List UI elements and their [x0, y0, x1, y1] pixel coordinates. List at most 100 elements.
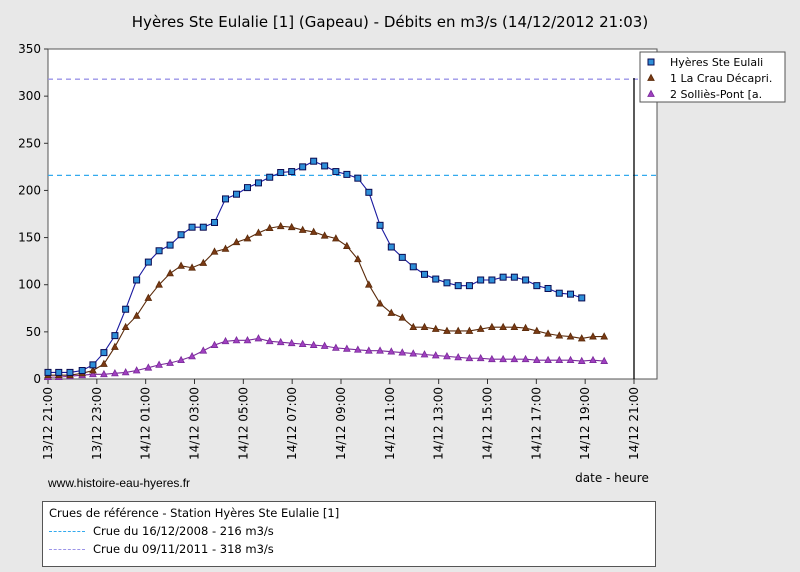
data-point [454, 352, 463, 361]
data-point [111, 332, 119, 340]
data-point [299, 163, 307, 171]
data-point [332, 234, 340, 242]
data-point [578, 294, 586, 302]
data-point [232, 237, 241, 246]
x-axis-label: date - heure [575, 471, 649, 485]
data-point [332, 168, 340, 176]
data-point [78, 367, 86, 375]
reference-line-swatch [49, 549, 85, 550]
data-point [177, 261, 185, 269]
data-point [310, 157, 318, 165]
legend-marker [647, 89, 655, 97]
data-point [432, 275, 440, 283]
data-point [409, 349, 418, 357]
series-layer [44, 157, 609, 381]
data-point [177, 231, 185, 239]
x-tick-label: 13/12 21:00 [41, 387, 55, 460]
x-axis: 13/12 21:00 13/12 23:00 14/12 01:00 14/12 0… [41, 379, 641, 460]
data-point [364, 280, 373, 288]
data-point [276, 221, 285, 230]
data-point [522, 276, 530, 284]
data-point [298, 225, 307, 233]
reference-label: Crue du 09/11/2011 - 318 m3/s [93, 542, 274, 556]
data-point [510, 273, 518, 281]
data-point [276, 337, 285, 346]
x-tick-label: 14/12 09:00 [334, 387, 348, 460]
data-point [488, 354, 496, 363]
data-point [320, 231, 329, 239]
data-point [100, 369, 108, 378]
x-tick-label: 14/12 11:00 [383, 387, 397, 460]
data-point [577, 356, 586, 364]
data-point [387, 308, 396, 316]
data-point [166, 358, 174, 366]
data-point [332, 343, 340, 351]
data-point [133, 276, 141, 284]
x-tick-label: 14/12 19:00 [578, 387, 592, 460]
data-point [121, 368, 130, 376]
x-tick-label: 14/12 07:00 [285, 387, 299, 460]
data-point [210, 247, 219, 255]
data-point [177, 355, 185, 364]
data-point [89, 366, 97, 374]
data-point [488, 276, 496, 284]
data-point [277, 169, 285, 177]
data-point [476, 353, 485, 362]
data-point [221, 336, 230, 345]
reference-floods-box: Crues de référence - Station Hyères Ste … [42, 501, 656, 567]
data-point [100, 349, 108, 357]
data-point [122, 305, 130, 313]
data-point [544, 355, 552, 364]
data-point [199, 223, 207, 231]
data-point [155, 280, 163, 288]
data-point [443, 326, 451, 334]
data-point [243, 234, 252, 242]
data-point [510, 322, 519, 331]
data-point [387, 347, 396, 355]
x-tick-label: 14/12 21:00 [627, 387, 641, 460]
data-point [398, 313, 407, 321]
chart-title: Hyères Ste Eulalie [1] (Gapeau) - Débits… [132, 13, 648, 31]
data-point [566, 332, 575, 340]
data-point [544, 329, 552, 337]
data-point [420, 350, 429, 358]
data-point [243, 184, 251, 192]
plot-area [47, 48, 658, 380]
x-tick-label: 13/12 23:00 [90, 387, 104, 460]
data-point [66, 368, 74, 376]
data-point [431, 351, 440, 359]
data-point [309, 227, 318, 235]
data-point [298, 339, 307, 348]
x-tick-label: 14/12 01:00 [139, 387, 153, 460]
data-point [353, 345, 362, 353]
x-tick-label: 14/12 13:00 [432, 387, 446, 460]
data-point [309, 340, 318, 348]
y-axis: 0 50 100 150 200 250 300 350 [18, 42, 48, 386]
data-point [443, 279, 451, 287]
data-point [89, 369, 97, 378]
data-point [188, 223, 196, 231]
data-point [211, 218, 219, 226]
data-point [144, 293, 153, 301]
data-point [499, 322, 507, 331]
data-point [532, 326, 541, 334]
reference-item-2008: Crue du 16/12/2008 - 216 m3/s [49, 524, 274, 538]
legend-marker [647, 73, 655, 81]
data-point [243, 335, 252, 344]
data-point [499, 273, 507, 281]
data-point [421, 270, 429, 278]
data-point [100, 359, 108, 367]
website-link[interactable]: www.histoire-eau-hyeres.fr [48, 476, 191, 490]
data-point [465, 326, 474, 334]
data-point [44, 368, 52, 376]
reference-line-swatch [49, 531, 85, 532]
legend-marker [647, 58, 655, 66]
data-point [188, 352, 196, 360]
y-tick-label: 200 [18, 183, 41, 197]
data-point [266, 173, 274, 181]
data-point [376, 221, 384, 229]
data-point [353, 254, 362, 263]
data-point [555, 355, 564, 364]
data-point [566, 355, 575, 364]
data-point [398, 348, 407, 356]
